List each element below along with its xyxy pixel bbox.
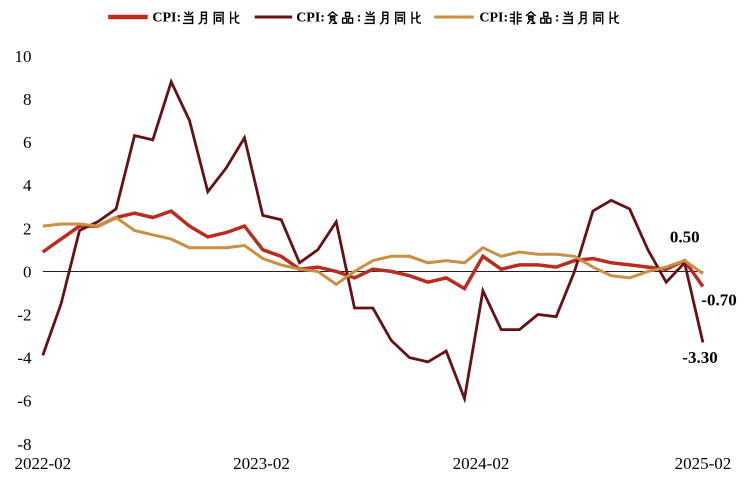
svg-text::: :	[357, 11, 362, 26]
svg-text:10: 10	[15, 47, 32, 66]
svg-text:4: 4	[23, 176, 32, 195]
svg-text:-0.70: -0.70	[701, 291, 736, 310]
svg-text:2: 2	[23, 219, 32, 238]
svg-text:6: 6	[23, 133, 32, 152]
svg-text:CPI:: CPI:	[152, 11, 181, 26]
svg-text:-8: -8	[17, 435, 31, 454]
svg-text:2024-02: 2024-02	[453, 454, 510, 473]
svg-text:2023-02: 2023-02	[233, 454, 290, 473]
svg-text:-4: -4	[17, 349, 32, 368]
svg-text:2025-02: 2025-02	[675, 454, 732, 473]
svg-text:2022-02: 2022-02	[14, 454, 71, 473]
svg-text:CPI:: CPI:	[479, 11, 508, 26]
svg-text:0.50: 0.50	[670, 227, 700, 246]
svg-text:0: 0	[23, 262, 32, 281]
svg-text:CPI:: CPI:	[296, 11, 325, 26]
svg-text::: :	[555, 11, 560, 26]
svg-text:8: 8	[23, 90, 32, 109]
svg-text:-3.30: -3.30	[682, 348, 717, 367]
svg-text:-2: -2	[17, 306, 31, 325]
svg-text:-6: -6	[17, 392, 31, 411]
